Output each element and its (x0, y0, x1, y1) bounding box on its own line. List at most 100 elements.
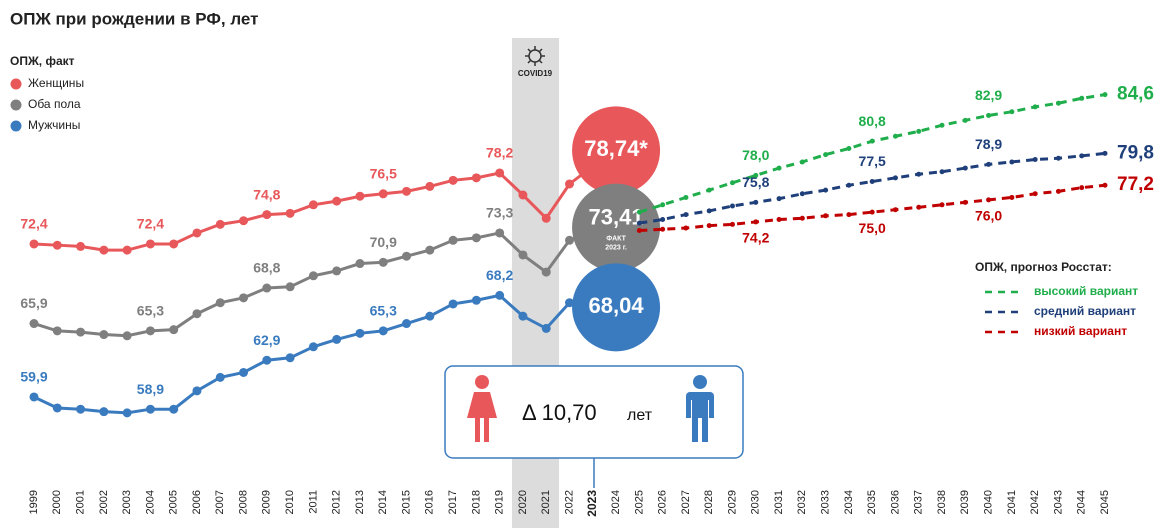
data-label: 79,8 (1117, 142, 1154, 163)
data-point (660, 216, 666, 222)
data-point (1079, 95, 1085, 101)
data-point (565, 235, 574, 245)
data-label: 78,9 (975, 136, 1002, 152)
series-line (639, 151, 1106, 225)
data-point (262, 283, 272, 293)
x-tick-label: 2031 (773, 490, 785, 514)
data-point (729, 221, 735, 227)
data-point (122, 331, 132, 341)
x-tick-label: 2013 (354, 490, 366, 514)
data-label: 80,8 (859, 113, 886, 129)
data-label: 62,9 (253, 332, 280, 348)
x-tick-label: 2030 (750, 490, 762, 514)
legend-label: высокий вариант (1034, 284, 1138, 298)
x-tick-label: 2016 (424, 490, 436, 514)
covid-icon (525, 46, 545, 66)
delta-unit: лет (627, 407, 653, 424)
data-point (1079, 153, 1085, 159)
data-point (916, 204, 922, 210)
x-tick-label: 2036 (889, 490, 901, 514)
data-point (308, 342, 318, 352)
data-point (1009, 109, 1015, 115)
data-point (402, 251, 412, 261)
data-point (541, 323, 551, 333)
x-tick-label: 2017 (447, 490, 459, 514)
x-tick-label: 2028 (703, 490, 715, 514)
legend-marker (10, 99, 22, 111)
data-point (378, 326, 388, 336)
x-tick-label: 2041 (1006, 490, 1018, 514)
data-point (145, 326, 155, 336)
data-point (402, 186, 412, 196)
data-point (869, 179, 875, 185)
data-point (355, 191, 365, 201)
data-point (753, 199, 759, 205)
data-point (892, 207, 898, 213)
data-point (471, 233, 481, 243)
x-tick-label: 2012 (331, 490, 343, 514)
legend-marker (10, 120, 22, 132)
data-point (192, 309, 202, 319)
data-point (1055, 155, 1061, 161)
data-label: 72,4 (137, 216, 164, 232)
data-point (471, 173, 481, 183)
data-point (1102, 150, 1108, 156)
highlight-note: 2023 г. (605, 244, 627, 251)
data-point (215, 372, 225, 382)
data-point (122, 408, 132, 418)
x-tick-label: 2027 (680, 490, 692, 514)
data-point (308, 271, 318, 281)
data-point (776, 165, 782, 171)
data-point (29, 319, 39, 329)
delta-label: Δ 10,70 (522, 400, 597, 425)
data-point (495, 168, 505, 178)
data-point (776, 216, 782, 222)
data-point (1102, 182, 1108, 188)
data-label: 70,9 (370, 234, 397, 250)
data-point (1032, 191, 1038, 197)
data-label: 59,9 (20, 369, 47, 385)
female-icon (467, 375, 497, 442)
data-point (145, 404, 155, 414)
x-tick-label: 2044 (1076, 490, 1088, 514)
data-point (1102, 92, 1108, 98)
legend-label: Женщины (28, 76, 84, 90)
data-point (122, 245, 132, 255)
data-point (285, 353, 295, 363)
data-point (239, 216, 249, 226)
data-point (729, 203, 735, 209)
data-point (706, 223, 712, 229)
data-point (962, 165, 968, 171)
data-point (99, 407, 109, 417)
data-point (52, 403, 62, 413)
x-tick-label: 2007 (214, 490, 226, 514)
data-point (332, 266, 342, 276)
data-label: 65,3 (137, 303, 164, 319)
data-point (706, 208, 712, 214)
legend-title: ОПЖ, факт (10, 54, 75, 68)
data-point (683, 212, 689, 218)
data-label: 73,3 (486, 205, 513, 221)
data-point (541, 213, 551, 223)
data-point (1079, 185, 1085, 191)
data-point (729, 180, 735, 186)
data-point (448, 235, 458, 245)
data-point (869, 138, 875, 144)
data-point (892, 133, 898, 139)
data-point (518, 311, 528, 321)
x-tick-label: 1999 (28, 490, 40, 514)
data-label: 82,9 (975, 87, 1002, 103)
data-label: 77,2 (1117, 174, 1154, 195)
data-point (869, 209, 875, 215)
highlight-label: 73,41 (589, 204, 644, 229)
legend-label: средний вариант (1034, 304, 1136, 318)
data-point (1009, 159, 1015, 165)
data-point (892, 175, 898, 181)
x-tick-label: 2026 (657, 490, 669, 514)
covid-label: COVID19 (518, 69, 553, 78)
data-point (565, 179, 574, 189)
data-point (215, 219, 225, 229)
series-line (33, 230, 594, 338)
data-point (308, 200, 318, 210)
x-tick-label: 2011 (307, 490, 319, 514)
